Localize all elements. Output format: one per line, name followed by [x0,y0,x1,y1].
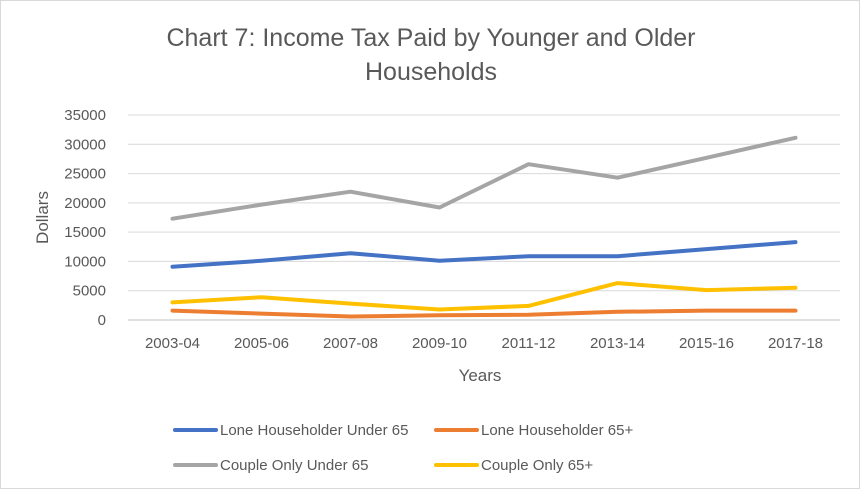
y-tick-label: 5000 [73,283,106,300]
x-tick-label: 2013-14 [590,335,645,352]
y-tick-label: 25000 [64,166,106,183]
y-tick-label: 15000 [64,224,106,241]
x-tick-label: 2007-08 [323,335,378,352]
x-tick-label: 2017-18 [768,335,823,352]
y-tick-label: 20000 [64,195,106,212]
x-tick-label: 2003-04 [145,335,200,352]
y-tick-label: 0 [98,312,106,329]
y-tick-label: 10000 [64,253,106,270]
series-line-2 [170,308,798,319]
y-tick-label: 30000 [64,136,106,153]
x-tick-label: 2011-12 [502,335,556,352]
series-line-1 [170,240,798,269]
x-tick-label: 2015-16 [679,335,734,352]
chart-title-line-2: Households [364,58,498,86]
series-line-3 [170,135,798,221]
x-tick-label: 2005-06 [234,335,289,352]
series-line-4 [170,281,798,312]
chart-title-line-1: Chart 7: Income Tax Paid by Younger and … [166,24,696,52]
legend-label: Couple Only 65+ [481,457,593,474]
x-axis-title: Years [459,366,502,385]
legend-label: Lone Householder Under 65 [220,422,408,439]
legend-label: Lone Householder 65+ [481,422,633,439]
legend-label: Couple Only Under 65 [220,457,368,474]
chart-title: Chart 7: Income Tax Paid by Younger and … [101,21,761,89]
x-tick-label: 2009-10 [412,335,467,352]
y-axis-title: Dollars [33,191,52,244]
y-tick-label: 35000 [64,107,106,124]
